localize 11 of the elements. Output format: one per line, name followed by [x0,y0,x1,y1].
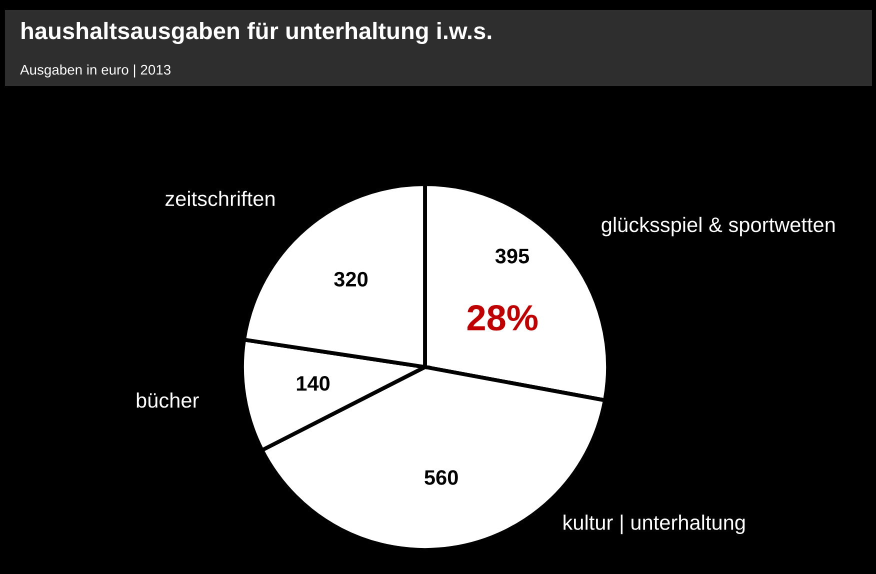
slice-label: bücher [136,392,199,408]
data-label: 560 [424,470,458,485]
data-label: 140 [296,376,330,391]
slice-label: zeitschriften [166,190,274,206]
data-label: 395 [495,248,530,264]
slice-label: kultur | unterhaltung [564,514,745,534]
text: 28% [467,305,538,331]
chart-title: haushaltsausgaben für unterhaltung i.w.s. [22,22,492,44]
chart-subtitle: Ausgaben in euro | 2013 [20,64,170,78]
slice-label: glücksspiel & sportwetten [602,216,835,236]
data-label: 320 [334,272,368,287]
